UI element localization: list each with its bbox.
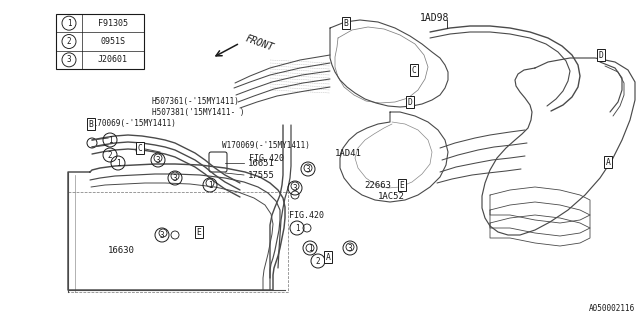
Text: W170069(-'15MY1411): W170069(-'15MY1411): [222, 140, 310, 149]
Circle shape: [291, 191, 299, 199]
Text: A: A: [326, 252, 330, 261]
Text: B: B: [88, 119, 93, 129]
Text: 17555: 17555: [248, 171, 275, 180]
Circle shape: [291, 182, 299, 190]
Text: 1AC52: 1AC52: [378, 191, 405, 201]
Text: 2: 2: [67, 37, 71, 46]
Text: FIG.420: FIG.420: [289, 211, 324, 220]
Bar: [56, 14, 144, 69]
Text: 3: 3: [160, 230, 164, 239]
Text: 1AD41: 1AD41: [335, 148, 362, 157]
Text: 1: 1: [208, 180, 212, 189]
Text: H507381('15MY1411- ): H507381('15MY1411- ): [152, 108, 244, 116]
Text: 3: 3: [348, 244, 352, 252]
Text: FIG.420: FIG.420: [249, 154, 284, 163]
Text: W170069(-'15MY1411): W170069(-'15MY1411): [88, 118, 176, 127]
Text: A050002116: A050002116: [589, 304, 635, 313]
Text: D: D: [598, 51, 604, 60]
Text: 1: 1: [308, 244, 312, 252]
Text: 22663: 22663: [364, 180, 391, 189]
Text: 3: 3: [292, 183, 298, 193]
Text: 0951S: 0951S: [100, 37, 125, 46]
Circle shape: [154, 154, 162, 162]
Text: 1AD98: 1AD98: [420, 13, 450, 23]
Text: 1: 1: [67, 19, 71, 28]
Text: B: B: [344, 19, 348, 28]
Text: F91305: F91305: [98, 19, 128, 28]
Text: C: C: [412, 66, 417, 75]
Text: 3: 3: [156, 156, 160, 164]
Text: 1: 1: [294, 223, 300, 233]
Circle shape: [159, 229, 167, 237]
Circle shape: [87, 138, 97, 148]
Circle shape: [306, 244, 314, 252]
Text: J20601: J20601: [98, 55, 128, 64]
Text: 1: 1: [108, 135, 112, 145]
Circle shape: [206, 179, 214, 187]
Text: 3: 3: [67, 55, 71, 64]
Bar: [68, 192, 288, 292]
Text: E: E: [196, 228, 202, 236]
Text: FRONT: FRONT: [244, 33, 275, 53]
Text: 3: 3: [306, 164, 310, 173]
Circle shape: [171, 231, 179, 239]
Text: C: C: [138, 143, 143, 153]
Text: H507361(-'15MY1411): H507361(-'15MY1411): [152, 97, 240, 106]
Circle shape: [304, 164, 312, 172]
Circle shape: [136, 146, 144, 154]
Text: 16630: 16630: [108, 245, 135, 254]
Text: 1: 1: [116, 158, 120, 167]
Text: 2: 2: [108, 150, 112, 159]
Circle shape: [171, 172, 179, 180]
Text: E: E: [399, 180, 404, 189]
Text: 3: 3: [173, 173, 177, 182]
Text: D: D: [408, 98, 412, 107]
Text: 2: 2: [316, 257, 320, 266]
Text: 16651: 16651: [248, 158, 275, 167]
Circle shape: [346, 243, 354, 251]
FancyBboxPatch shape: [209, 152, 227, 172]
Circle shape: [303, 224, 311, 232]
Text: A: A: [605, 157, 611, 166]
